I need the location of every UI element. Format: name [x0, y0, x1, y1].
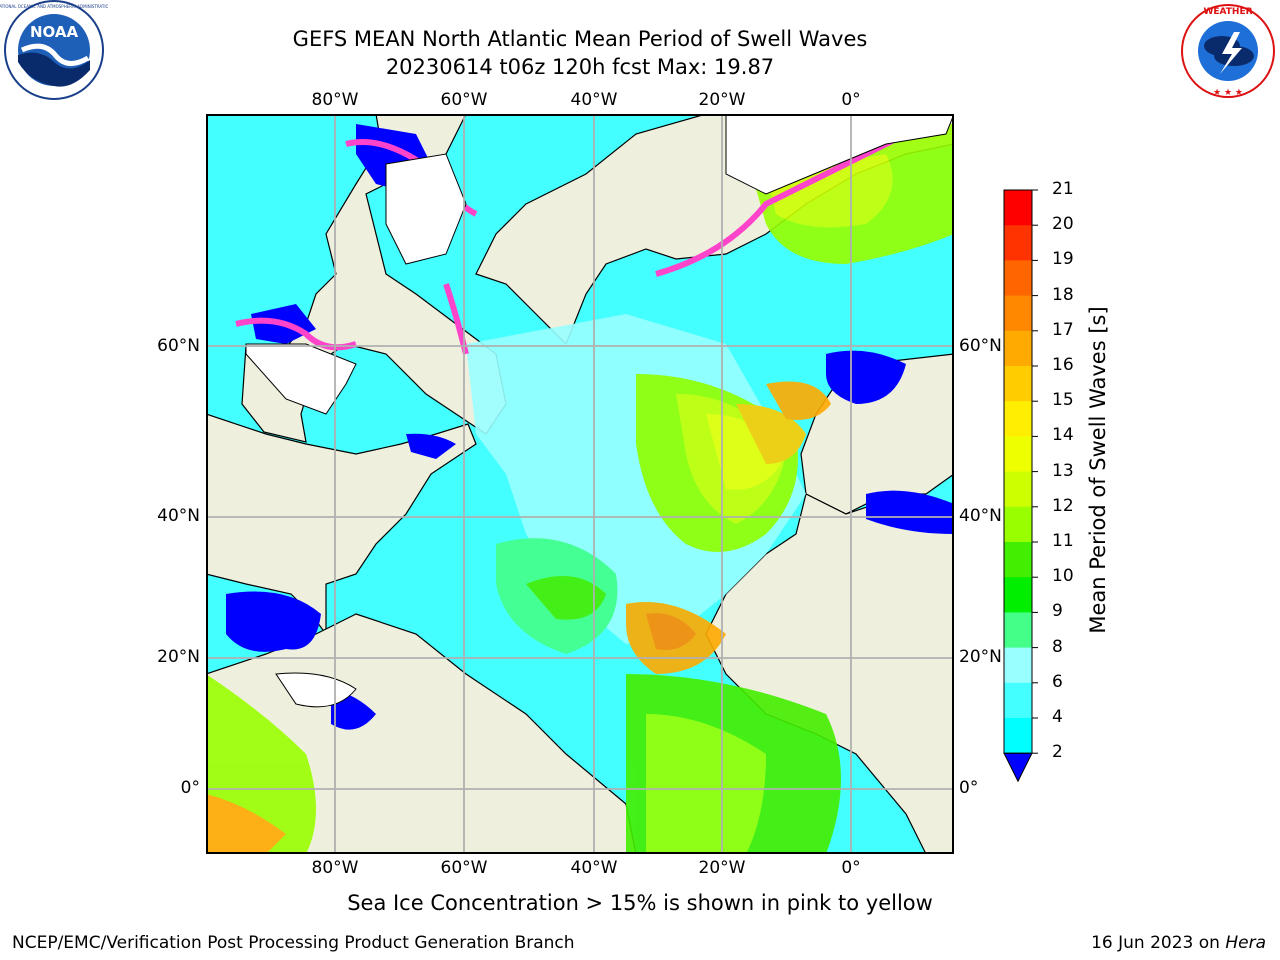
- svg-text:NATIONAL OCEANIC AND ATMOSPHER: NATIONAL OCEANIC AND ATMOSPHERIC ADMINIS…: [0, 4, 108, 9]
- colorbar-title: Mean Period of Swell Waves [s]: [1086, 306, 1110, 634]
- colorbar-tick-label: 19: [1052, 249, 1074, 270]
- colorbar-segment: [1004, 718, 1032, 754]
- sea-ice-note: Sea Ice Concentration > 15% is shown in …: [347, 891, 933, 915]
- colorbar-segment: [1004, 366, 1032, 402]
- lon-label-bottom-80w: 80°W: [311, 858, 359, 878]
- footer-date: 16 Jun 2023 on Hera: [1091, 933, 1266, 953]
- lon-label-bottom-20w: 20°W: [698, 858, 746, 878]
- lon-label-bottom-60w: 60°W: [440, 858, 488, 878]
- lat-label-left-60n: 60°N: [157, 336, 200, 356]
- lon-label-top-0: 0°: [841, 90, 861, 110]
- noaa-logo-text: NOAA: [30, 23, 79, 41]
- footer-date-text: 16 Jun 2023 on: [1091, 933, 1226, 953]
- colorbar-segment: [1004, 436, 1032, 473]
- colorbar-segment: [1004, 506, 1032, 543]
- colorbar-segment: [1004, 295, 1032, 332]
- svg-text:WEATHER: WEATHER: [1203, 7, 1252, 17]
- lat-label-left-20n: 20°N: [157, 647, 200, 667]
- colorbar-tick-label: 13: [1052, 460, 1074, 481]
- lat-label-right-40n: 40°N: [959, 506, 1002, 526]
- us-east-coast-land: [206, 413, 477, 636]
- colorbar-tick-label: 4: [1052, 707, 1063, 727]
- footer-credit: NCEP/EMC/Verification Post Processing Pr…: [12, 933, 575, 953]
- colorbar-tick-label: 8: [1052, 636, 1063, 657]
- nws-logo: WEATHER ★ ★ ★: [1181, 4, 1275, 98]
- colorbar-segment: [1004, 330, 1032, 367]
- map-title-line2: 20230614 t06z 120h fcst Max: 19.87: [385, 55, 775, 79]
- colorbar-segment: [1004, 577, 1032, 613]
- colorbar-segment: [1004, 542, 1032, 578]
- colorbar-segment: [1004, 647, 1032, 684]
- colorbar-tick-label: 21: [1052, 179, 1074, 199]
- colorbar-segment: [1004, 612, 1032, 649]
- lon-label-top-20w: 20°W: [698, 90, 746, 110]
- lon-label-bottom-0: 0°: [841, 858, 861, 878]
- no-data-land: [245, 114, 954, 708]
- lat-label-right-0: 0°: [959, 778, 979, 798]
- lon-label-bottom-40w: 40°W: [570, 858, 618, 878]
- colorbar-tick-label: 2: [1052, 742, 1063, 763]
- map-panel: [206, 114, 954, 854]
- lat-label-right-20n: 20°N: [959, 647, 1002, 667]
- lon-label-top-40w: 40°W: [570, 90, 618, 110]
- colorbar-segment: [1004, 471, 1032, 508]
- map-title-line1: GEFS MEAN North Atlantic Mean Period of …: [292, 27, 868, 51]
- colorbar-tick-label: 16: [1052, 355, 1074, 375]
- footer-host: Hera: [1225, 933, 1266, 953]
- lon-label-top-80w: 80°W: [311, 90, 359, 110]
- colorbar-tick-label: 17: [1052, 319, 1074, 340]
- lon-label-top-60w: 60°W: [440, 90, 488, 110]
- colorbar-tick-label: 10: [1052, 566, 1074, 587]
- lat-label-left-0: 0°: [180, 778, 200, 798]
- lat-label-left-40n: 40°N: [157, 506, 200, 526]
- colorbar-segment: [1004, 682, 1032, 719]
- colorbar-segment: [1004, 401, 1032, 437]
- colorbar-tick-label: 14: [1052, 425, 1074, 446]
- lat-label-right-60n: 60°N: [959, 336, 1002, 356]
- colorbar-extend-arrow: [1003, 752, 1033, 783]
- colorbar: [1003, 189, 1038, 783]
- colorbar-tick-label: 12: [1052, 495, 1074, 516]
- colorbar-tick-label: 11: [1052, 531, 1074, 551]
- colorbar-tick-label: 15: [1052, 390, 1074, 411]
- colorbar-tick-label: 9: [1052, 601, 1063, 622]
- colorbar-tick-label: 20: [1052, 214, 1074, 235]
- colorbar-segment: [1004, 190, 1032, 226]
- colorbar-segment: [1004, 225, 1032, 261]
- colorbar-segment: [1004, 260, 1032, 297]
- svg-text:★ ★ ★: ★ ★ ★: [1213, 88, 1243, 98]
- graticule: [206, 114, 954, 854]
- colorbar-tick-label: 18: [1052, 284, 1074, 305]
- colorbar-tick-label: 6: [1052, 671, 1063, 692]
- noaa-logo: NOAA NATIONAL OCEANIC AND ATMOSPHERIC AD…: [0, 0, 108, 100]
- map-border: [206, 114, 954, 854]
